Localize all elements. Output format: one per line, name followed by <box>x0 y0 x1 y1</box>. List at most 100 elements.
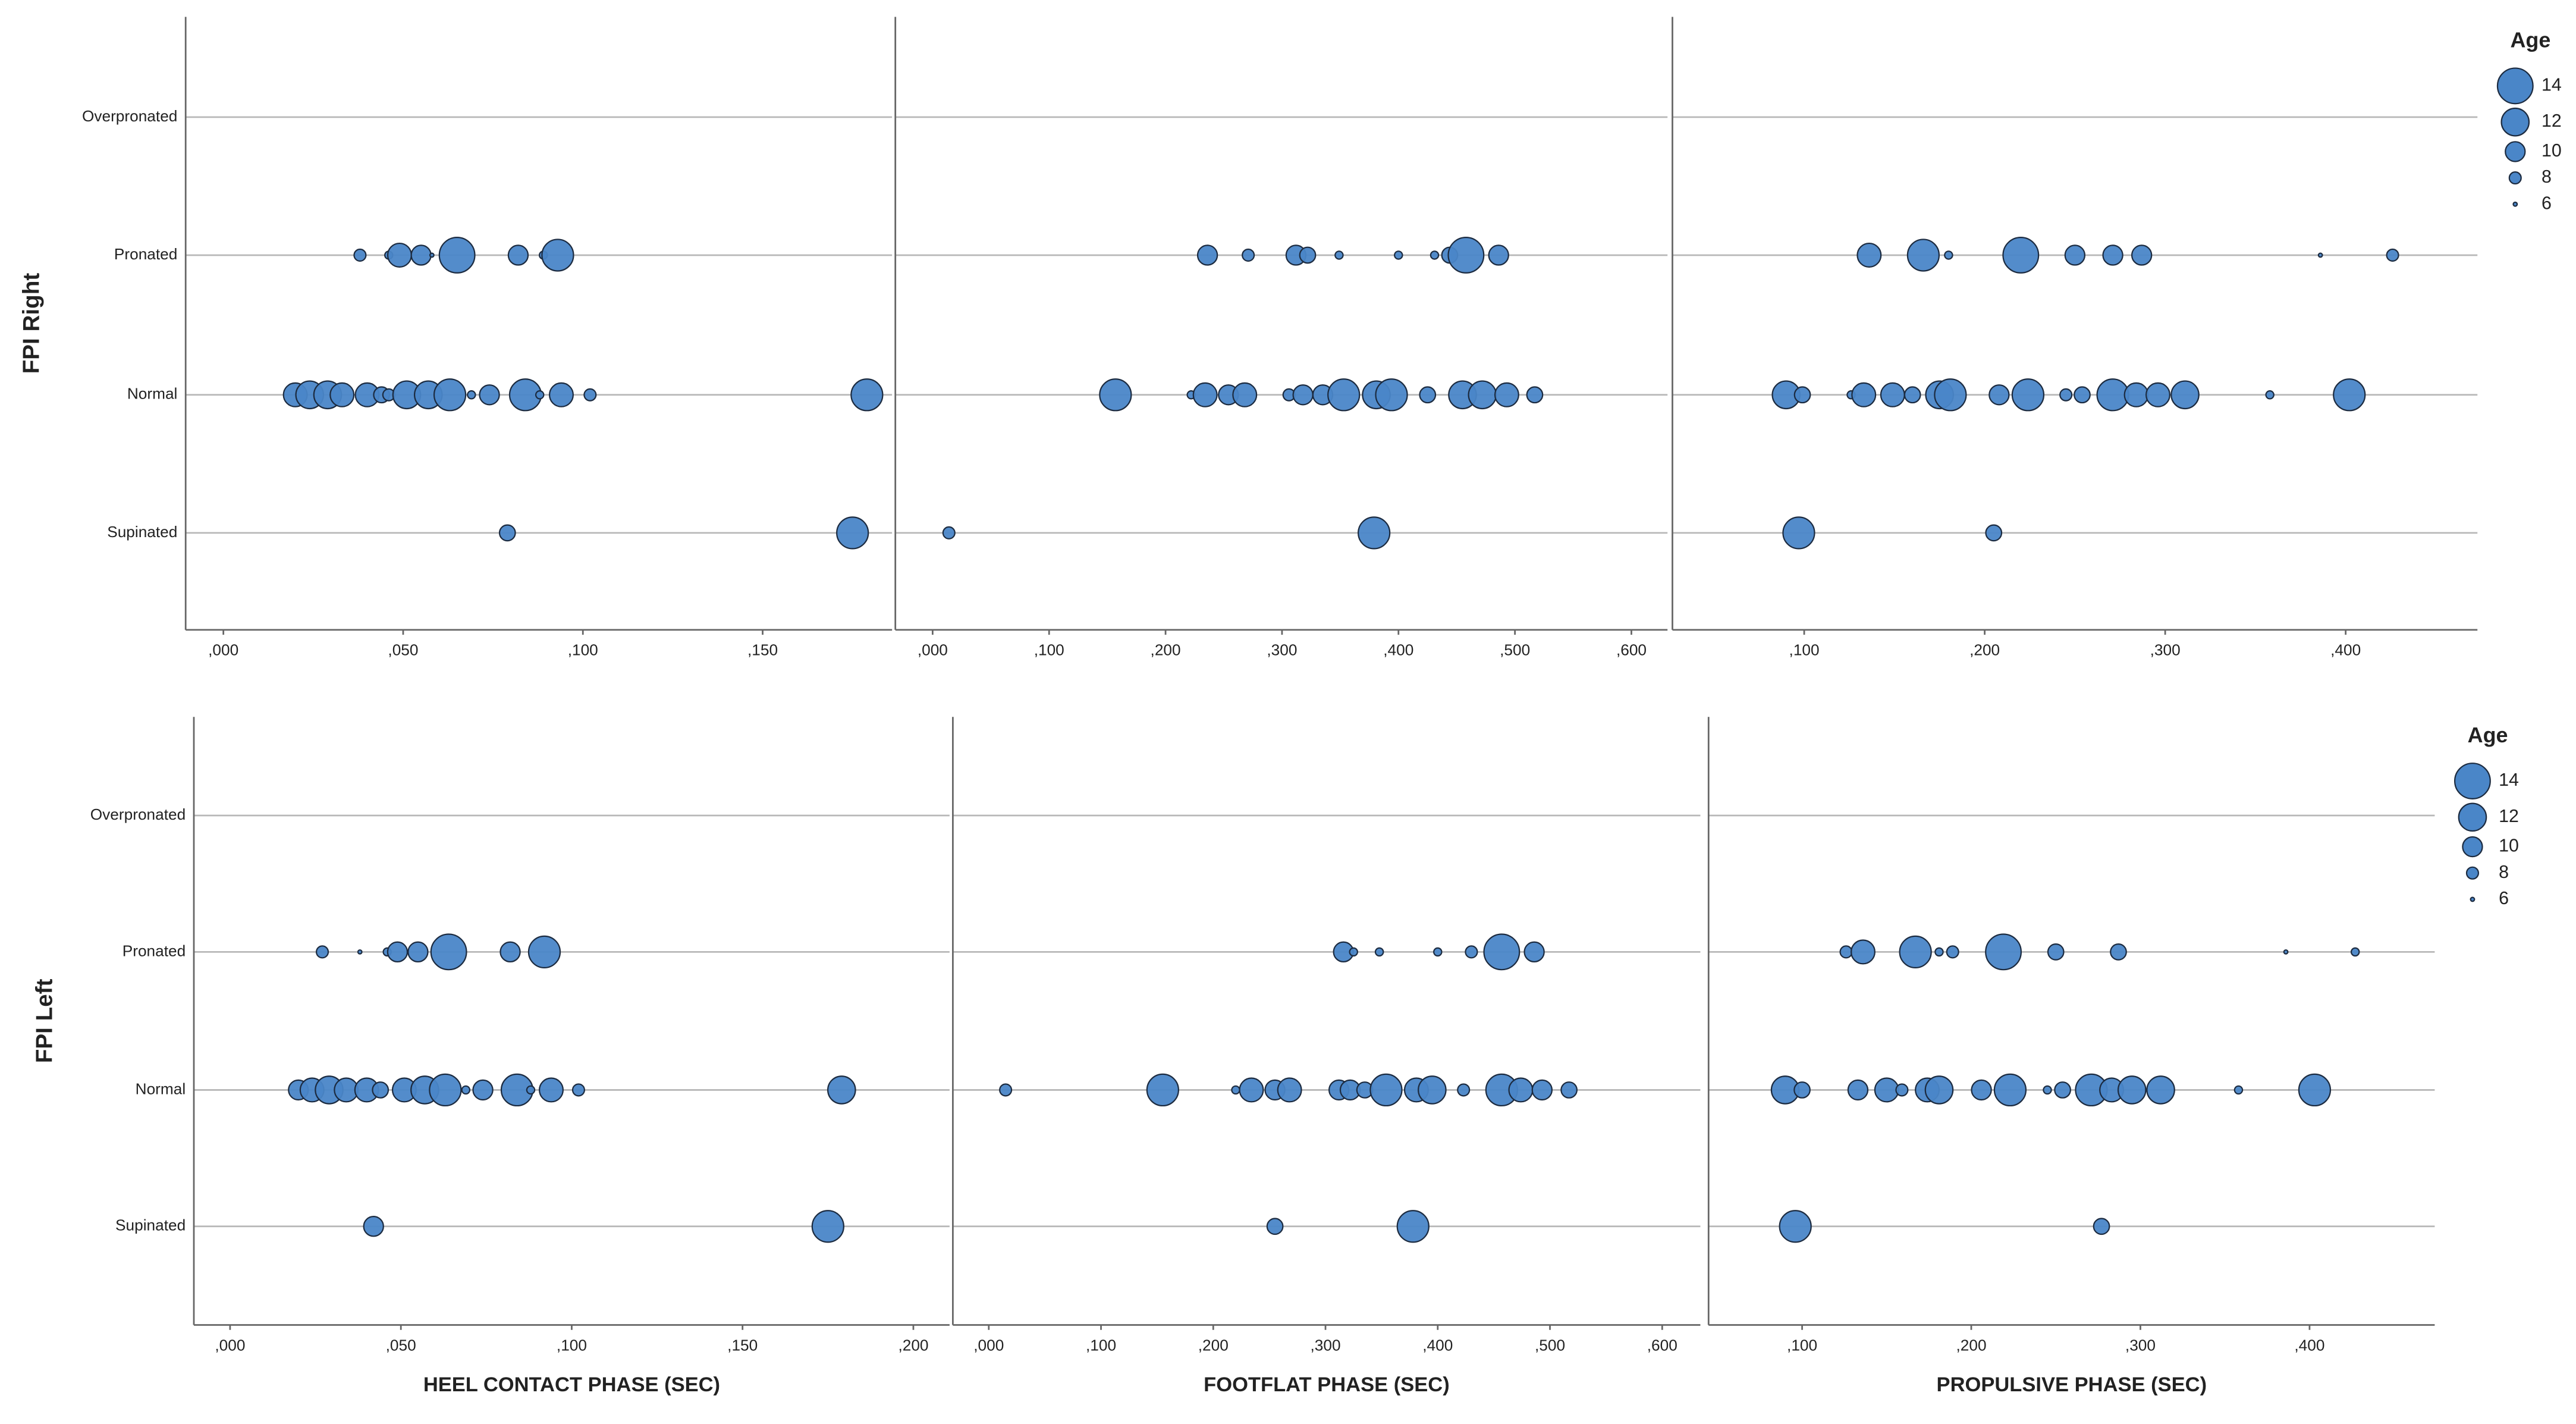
bubble <box>1394 250 1403 260</box>
x-tick-label: ,500 <box>1535 1336 1565 1354</box>
x-axis-title: PROPULSIVE PHASE (SEC) <box>1937 1373 2207 1396</box>
bubble <box>1934 947 1944 957</box>
bubble <box>372 1081 389 1099</box>
legend-bubble <box>2512 201 2518 207</box>
bubble <box>1468 380 1497 410</box>
bubble <box>1375 378 1408 412</box>
x-tick-label: ,000 <box>918 641 948 659</box>
bubble <box>467 390 476 400</box>
bubble <box>1396 1210 1430 1243</box>
bubble <box>1266 1218 1284 1235</box>
bubble <box>526 1085 536 1095</box>
bubble <box>1369 1073 1403 1107</box>
bubble <box>850 378 884 412</box>
bubble <box>1374 947 1384 957</box>
bubble <box>811 1210 844 1243</box>
bubble <box>2350 947 2360 957</box>
category-label: Overpronated <box>82 107 177 125</box>
bubble <box>1418 1075 1447 1105</box>
bubble <box>1924 1075 1954 1105</box>
bubble <box>2233 1085 2244 1095</box>
bubble <box>1793 1081 1811 1099</box>
x-tick-label: ,300 <box>1311 1336 1341 1354</box>
x-tick-label: ,100 <box>1787 1336 1817 1354</box>
bubble <box>2093 1218 2110 1235</box>
bubble <box>387 941 409 963</box>
bubble <box>2064 244 2086 266</box>
bubble <box>1847 1079 1869 1101</box>
legend-bubble <box>2470 896 2476 902</box>
bubble <box>1192 382 1218 407</box>
bubble <box>1292 384 1314 406</box>
legend-title: Age <box>2510 27 2550 52</box>
bubble <box>548 382 574 407</box>
x-tick-label: ,100 <box>1789 641 1820 659</box>
bubble <box>315 945 329 959</box>
bubble <box>836 516 869 550</box>
x-tick-label: ,400 <box>2294 1336 2324 1354</box>
bubble <box>2317 252 2323 258</box>
bubble <box>329 382 355 407</box>
bubble <box>1231 1085 1240 1095</box>
bubble <box>410 244 432 266</box>
x-tick-label: ,600 <box>1647 1336 1677 1354</box>
x-tick-label: ,400 <box>1383 641 1413 659</box>
x-tick-label: ,400 <box>1422 1336 1453 1354</box>
bubble <box>2102 244 2123 266</box>
category-label: Supinated <box>107 523 177 541</box>
bubble <box>541 239 574 272</box>
bubble <box>1985 524 2003 542</box>
bubble <box>2054 1081 2071 1099</box>
bubble <box>827 1075 856 1105</box>
x-tick-label: ,200 <box>1956 1336 1986 1354</box>
x-axis-title: HEEL CONTACT PHASE (SEC) <box>423 1373 720 1396</box>
x-tick-label: ,400 <box>2330 641 2361 659</box>
bubble <box>1944 250 1953 260</box>
bubble <box>583 388 597 402</box>
bubble <box>538 1077 564 1103</box>
x-tick-label: ,000 <box>215 1336 245 1354</box>
bubble <box>2265 390 2275 400</box>
category-label: Normal <box>136 1080 186 1097</box>
x-tick-label: ,100 <box>1086 1336 1116 1354</box>
bubble <box>2047 943 2065 961</box>
bubble <box>500 941 521 963</box>
bubble <box>2283 949 2289 955</box>
bubble <box>1146 1073 1179 1107</box>
bubble <box>1850 939 1876 965</box>
x-axis-title: FOOTFLAT PHASE (SEC) <box>1204 1373 1450 1396</box>
bubble <box>433 378 467 412</box>
bubble <box>1327 378 1361 412</box>
x-tick-label: ,200 <box>1969 641 2000 659</box>
bubble <box>498 524 516 542</box>
bubble <box>2110 943 2127 961</box>
legend-bubble <box>2462 836 2483 858</box>
bubble <box>430 933 467 971</box>
bubble <box>1457 1083 1471 1097</box>
y-axis-title: FPI Right <box>18 273 44 374</box>
bubble <box>479 384 500 406</box>
bubble <box>1985 933 2022 971</box>
bubble <box>1433 947 1443 957</box>
x-tick-label: ,200 <box>1151 641 1181 659</box>
bubble <box>353 248 367 262</box>
bubble <box>2131 244 2153 266</box>
legend-label: 14 <box>2542 74 2562 95</box>
bubble <box>1906 239 1940 272</box>
x-tick-label: ,050 <box>388 641 418 659</box>
legend-label: 10 <box>2499 836 2519 856</box>
bubble <box>1899 935 1932 968</box>
legend-label: 8 <box>2542 167 2552 187</box>
bubble <box>1971 1079 1992 1101</box>
bubble <box>1993 1073 2027 1107</box>
bubble <box>2333 378 2366 412</box>
bubble <box>2002 237 2040 274</box>
bubble <box>438 237 476 274</box>
bubble <box>1793 386 1811 404</box>
legend-label: 8 <box>2499 862 2509 882</box>
x-tick-label: ,600 <box>1616 641 1647 659</box>
y-axis-title: FPI Left <box>32 978 58 1063</box>
bubble <box>429 1073 462 1107</box>
bubble <box>429 252 435 258</box>
bubble <box>357 949 363 955</box>
